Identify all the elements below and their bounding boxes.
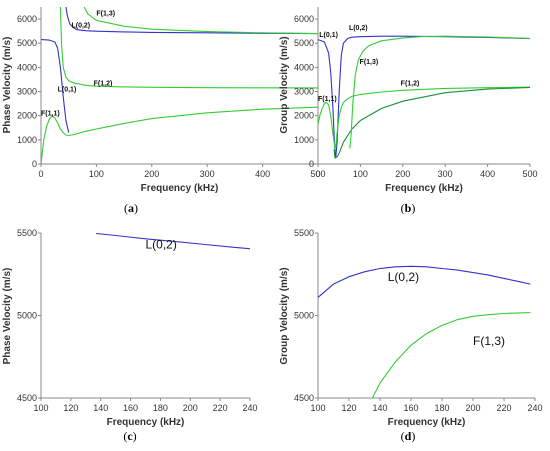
series-line-f11: [41, 106, 318, 164]
x-tick-label: 120: [63, 403, 78, 413]
y-tick-label: 5000: [17, 38, 37, 48]
x-tick-label: 180: [153, 403, 168, 413]
series-line-f13: [349, 35, 530, 149]
y-tick-label: 1000: [17, 135, 37, 145]
x-tick-label: 500: [310, 169, 325, 179]
y-tick-label: 5000: [294, 38, 314, 48]
y-tick-label: 0: [309, 159, 314, 169]
series-line-f13: [371, 311, 531, 398]
x-axis-label: Frequency (kHz): [141, 183, 219, 194]
y-tick-label: 6000: [17, 14, 37, 24]
series-annotation: F(1,2): [94, 81, 113, 88]
y-tick-label: 2000: [17, 111, 37, 121]
series-annotation: F(1,3): [360, 59, 379, 66]
y-axis-label: Group Velocity (m/s): [279, 267, 290, 364]
x-tick-label: 400: [480, 169, 495, 179]
y-tick-label: 6000: [294, 14, 314, 24]
x-tick-label: 240: [242, 403, 257, 413]
x-axis-label: Frequency (kHz): [388, 417, 466, 428]
panel-caption: (c): [123, 429, 136, 443]
series-annotation: L(0,1): [319, 32, 338, 39]
y-tick-label: 1000: [294, 135, 314, 145]
series-line-l02: [65, 7, 318, 35]
x-tick-label: 140: [93, 403, 108, 413]
x-tick-label: 200: [395, 169, 410, 179]
series-annotation: F(1,2): [401, 81, 420, 88]
y-axis-label: Phase Velocity (m/s): [2, 37, 13, 134]
series-line-l01: [318, 39, 337, 157]
panel-caption: (b): [401, 201, 416, 215]
x-axis-label: Frequency (kHz): [385, 183, 463, 194]
x-tick-label: 500: [522, 169, 537, 179]
x-tick-label: 400: [255, 169, 270, 179]
x-tick-label: 0: [38, 169, 43, 179]
y-tick-label: 2000: [294, 111, 314, 121]
y-axis-label: Group Velocity (m/s): [279, 36, 290, 133]
x-tick-label: 180: [434, 403, 449, 413]
chart-a: 0 100 200 300 400 500010002000300040005000600…: [2, 7, 326, 215]
y-tick-label: 3000: [294, 87, 314, 97]
series-line-l02: [318, 265, 531, 298]
y-tick-label: 4500: [17, 393, 37, 403]
y-tick-label: 5500: [294, 228, 314, 238]
series-line-f12: [333, 86, 530, 159]
x-tick-label: 300: [200, 169, 215, 179]
x-tick-label: 220: [496, 403, 511, 413]
x-tick-label: 0: [315, 169, 320, 179]
x-tick-label: 100: [33, 403, 48, 413]
series-annotation: F(1,1): [41, 111, 60, 118]
y-tick-label: 4500: [294, 393, 314, 403]
series-annotation: L(0,2): [349, 25, 368, 32]
series-annotation: F(1,3): [473, 334, 505, 348]
series-line-f12: [59, 7, 318, 89]
y-tick-label: 4000: [294, 62, 314, 72]
series-annotation: L(0,1): [58, 87, 77, 94]
chart-c: 100 120 140 160 180 200 220 240 4500 5000 5500 Freq…: [2, 228, 258, 443]
series-line-l01: [41, 39, 70, 133]
chart-b: 0 100 200 300 400 500010002000300040005000600…: [279, 7, 538, 215]
x-tick-label: 200: [465, 403, 480, 413]
series-line-f13: [83, 7, 318, 35]
x-tick-label: 200: [144, 169, 159, 179]
x-tick-label: 160: [123, 403, 138, 413]
x-tick-label: 200: [183, 403, 198, 413]
panel-caption: (a): [124, 201, 138, 215]
series-annotation: F(1,3): [96, 10, 115, 17]
series-annotation: L(0,2): [146, 238, 177, 252]
x-tick-label: 100: [89, 169, 104, 179]
x-tick-label: 120: [341, 403, 356, 413]
y-tick-label: 5000: [17, 311, 37, 321]
x-tick-label: 100: [353, 169, 368, 179]
series-annotation: F(1,1): [318, 96, 337, 103]
y-tick-label: 0: [32, 159, 37, 169]
x-tick-label: 140: [372, 403, 387, 413]
y-tick-label: 5000: [294, 311, 314, 321]
x-tick-label: 220: [213, 403, 228, 413]
x-tick-label: 300: [438, 169, 453, 179]
y-tick-label: 3000: [17, 87, 37, 97]
series-annotation: L(0,2): [71, 23, 90, 30]
series-line-f11: [318, 86, 530, 149]
chart-d: 100 120 140 160 180 200 220 240 4500 5000 5500 Freq…: [279, 228, 543, 443]
series-line-l02: [335, 35, 530, 157]
x-tick-label: 240: [527, 403, 542, 413]
panel-caption: (d): [401, 429, 416, 443]
y-axis-label: Phase Velocity (m/s): [2, 268, 13, 365]
series-annotation: L(0,2): [388, 270, 419, 284]
y-tick-label: 5500: [17, 228, 37, 238]
y-tick-label: 4000: [17, 62, 37, 72]
x-tick-label: 160: [403, 403, 418, 413]
x-tick-label: 100: [310, 403, 325, 413]
series-line-l02: [96, 233, 250, 250]
x-axis-label: Frequency (kHz): [107, 417, 185, 428]
